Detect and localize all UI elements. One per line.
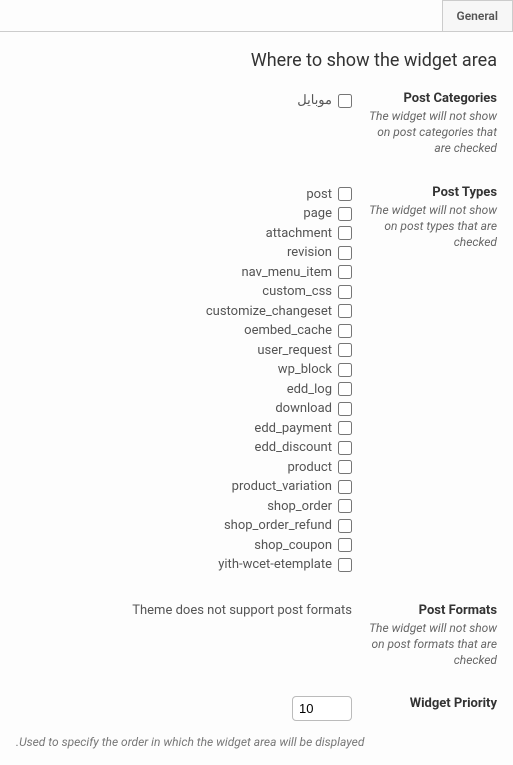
post-type-item-label: revision	[287, 243, 332, 263]
post-type-item[interactable]: download	[275, 399, 352, 419]
post-type-item[interactable]: user_request	[257, 341, 352, 361]
post-type-item-label: user_request	[257, 341, 332, 361]
post-type-item-label: edd_payment	[254, 419, 332, 439]
post-type-item-label: post	[306, 185, 332, 205]
post-category-checkbox[interactable]	[338, 94, 352, 108]
post-category-item[interactable]: موبایل	[297, 91, 352, 111]
post-categories-label: Post Categories	[364, 91, 497, 106]
post-type-checkbox[interactable]	[338, 226, 352, 240]
post-categories-hint: The widget will not show on post categor…	[364, 108, 497, 157]
post-type-item[interactable]: edd_payment	[254, 419, 352, 439]
post-type-item[interactable]: product_variation	[232, 477, 352, 497]
post-types-list: postpageattachmentrevisionnav_menu_itemc…	[16, 185, 352, 575]
post-type-item[interactable]: post	[306, 185, 352, 205]
row-post-categories: Post Categories The widget will not show…	[0, 77, 513, 171]
post-type-checkbox[interactable]	[338, 558, 352, 572]
post-type-checkbox[interactable]	[338, 538, 352, 552]
post-type-checkbox[interactable]	[338, 207, 352, 221]
post-type-item[interactable]: shop_order	[267, 497, 352, 517]
post-type-item-label: yith-wcet-etemplate	[218, 555, 332, 575]
post-type-checkbox[interactable]	[338, 265, 352, 279]
post-type-item[interactable]: page	[303, 204, 352, 224]
post-type-item[interactable]: custom_css	[262, 282, 352, 302]
post-formats-hint: The widget will not show on post formats…	[364, 620, 497, 669]
post-types-hint: The widget will not show on post types t…	[364, 202, 497, 251]
post-type-item[interactable]: revision	[287, 243, 352, 263]
post-type-checkbox[interactable]	[338, 304, 352, 318]
post-type-checkbox[interactable]	[338, 480, 352, 494]
post-type-item-label: nav_menu_item	[241, 263, 332, 283]
post-formats-unsupported: Theme does not support post formats	[132, 603, 352, 618]
post-type-item-label: product_variation	[232, 477, 332, 497]
post-type-checkbox[interactable]	[338, 499, 352, 513]
post-type-item-label: customize_changeset	[206, 302, 332, 322]
post-types-label: Post Types	[364, 185, 497, 200]
post-type-checkbox[interactable]	[338, 421, 352, 435]
post-type-item-label: edd_discount	[255, 438, 332, 458]
post-formats-label: Post Formats	[364, 603, 497, 618]
post-type-item[interactable]: product	[287, 458, 352, 478]
post-type-item-label: shop_order	[267, 497, 332, 517]
post-type-item-label: shop_coupon	[254, 536, 332, 556]
post-type-item[interactable]: edd_discount	[255, 438, 352, 458]
post-type-item[interactable]: oembed_cache	[244, 321, 352, 341]
post-type-item[interactable]: customize_changeset	[206, 302, 352, 322]
post-type-checkbox[interactable]	[338, 460, 352, 474]
post-type-item[interactable]: shop_coupon	[254, 536, 352, 556]
post-type-item-label: oembed_cache	[244, 321, 332, 341]
row-post-formats: Post Formats The widget will not show on…	[0, 589, 513, 683]
widget-priority-hint: .Used to specify the order in which the …	[0, 735, 513, 765]
row-post-types: Post Types The widget will not show on p…	[0, 171, 513, 589]
post-type-item[interactable]: edd_log	[287, 380, 352, 400]
post-type-checkbox[interactable]	[338, 324, 352, 338]
post-category-item-label: موبایل	[297, 91, 332, 111]
widget-priority-input[interactable]	[292, 696, 352, 721]
post-type-checkbox[interactable]	[338, 363, 352, 377]
post-type-item-label: product	[287, 458, 332, 478]
tab-general[interactable]: General	[442, 0, 513, 31]
post-type-checkbox[interactable]	[338, 246, 352, 260]
post-type-checkbox[interactable]	[338, 382, 352, 396]
post-type-item-label: attachment	[266, 224, 332, 244]
post-type-item-label: page	[303, 204, 332, 224]
post-type-item[interactable]: nav_menu_item	[241, 263, 352, 283]
post-type-checkbox[interactable]	[338, 343, 352, 357]
post-type-item[interactable]: wp_block	[278, 360, 352, 380]
post-type-checkbox[interactable]	[338, 519, 352, 533]
post-type-item-label: shop_order_refund	[224, 516, 332, 536]
post-type-checkbox[interactable]	[338, 285, 352, 299]
post-type-checkbox[interactable]	[338, 402, 352, 416]
post-type-checkbox[interactable]	[338, 441, 352, 455]
post-type-item[interactable]: yith-wcet-etemplate	[218, 555, 352, 575]
post-categories-list: موبایل	[16, 91, 352, 111]
row-widget-priority: Widget Priority	[0, 682, 513, 735]
post-type-item[interactable]: shop_order_refund	[224, 516, 352, 536]
post-type-item-label: custom_css	[262, 282, 332, 302]
post-type-checkbox[interactable]	[338, 187, 352, 201]
post-type-item-label: wp_block	[278, 360, 332, 380]
tab-bar: General	[0, 0, 513, 32]
post-type-item[interactable]: attachment	[266, 224, 352, 244]
post-type-item-label: edd_log	[287, 380, 332, 400]
section-title: Where to show the widget area	[0, 32, 513, 77]
post-type-item-label: download	[275, 399, 332, 419]
widget-priority-label: Widget Priority	[364, 696, 497, 711]
